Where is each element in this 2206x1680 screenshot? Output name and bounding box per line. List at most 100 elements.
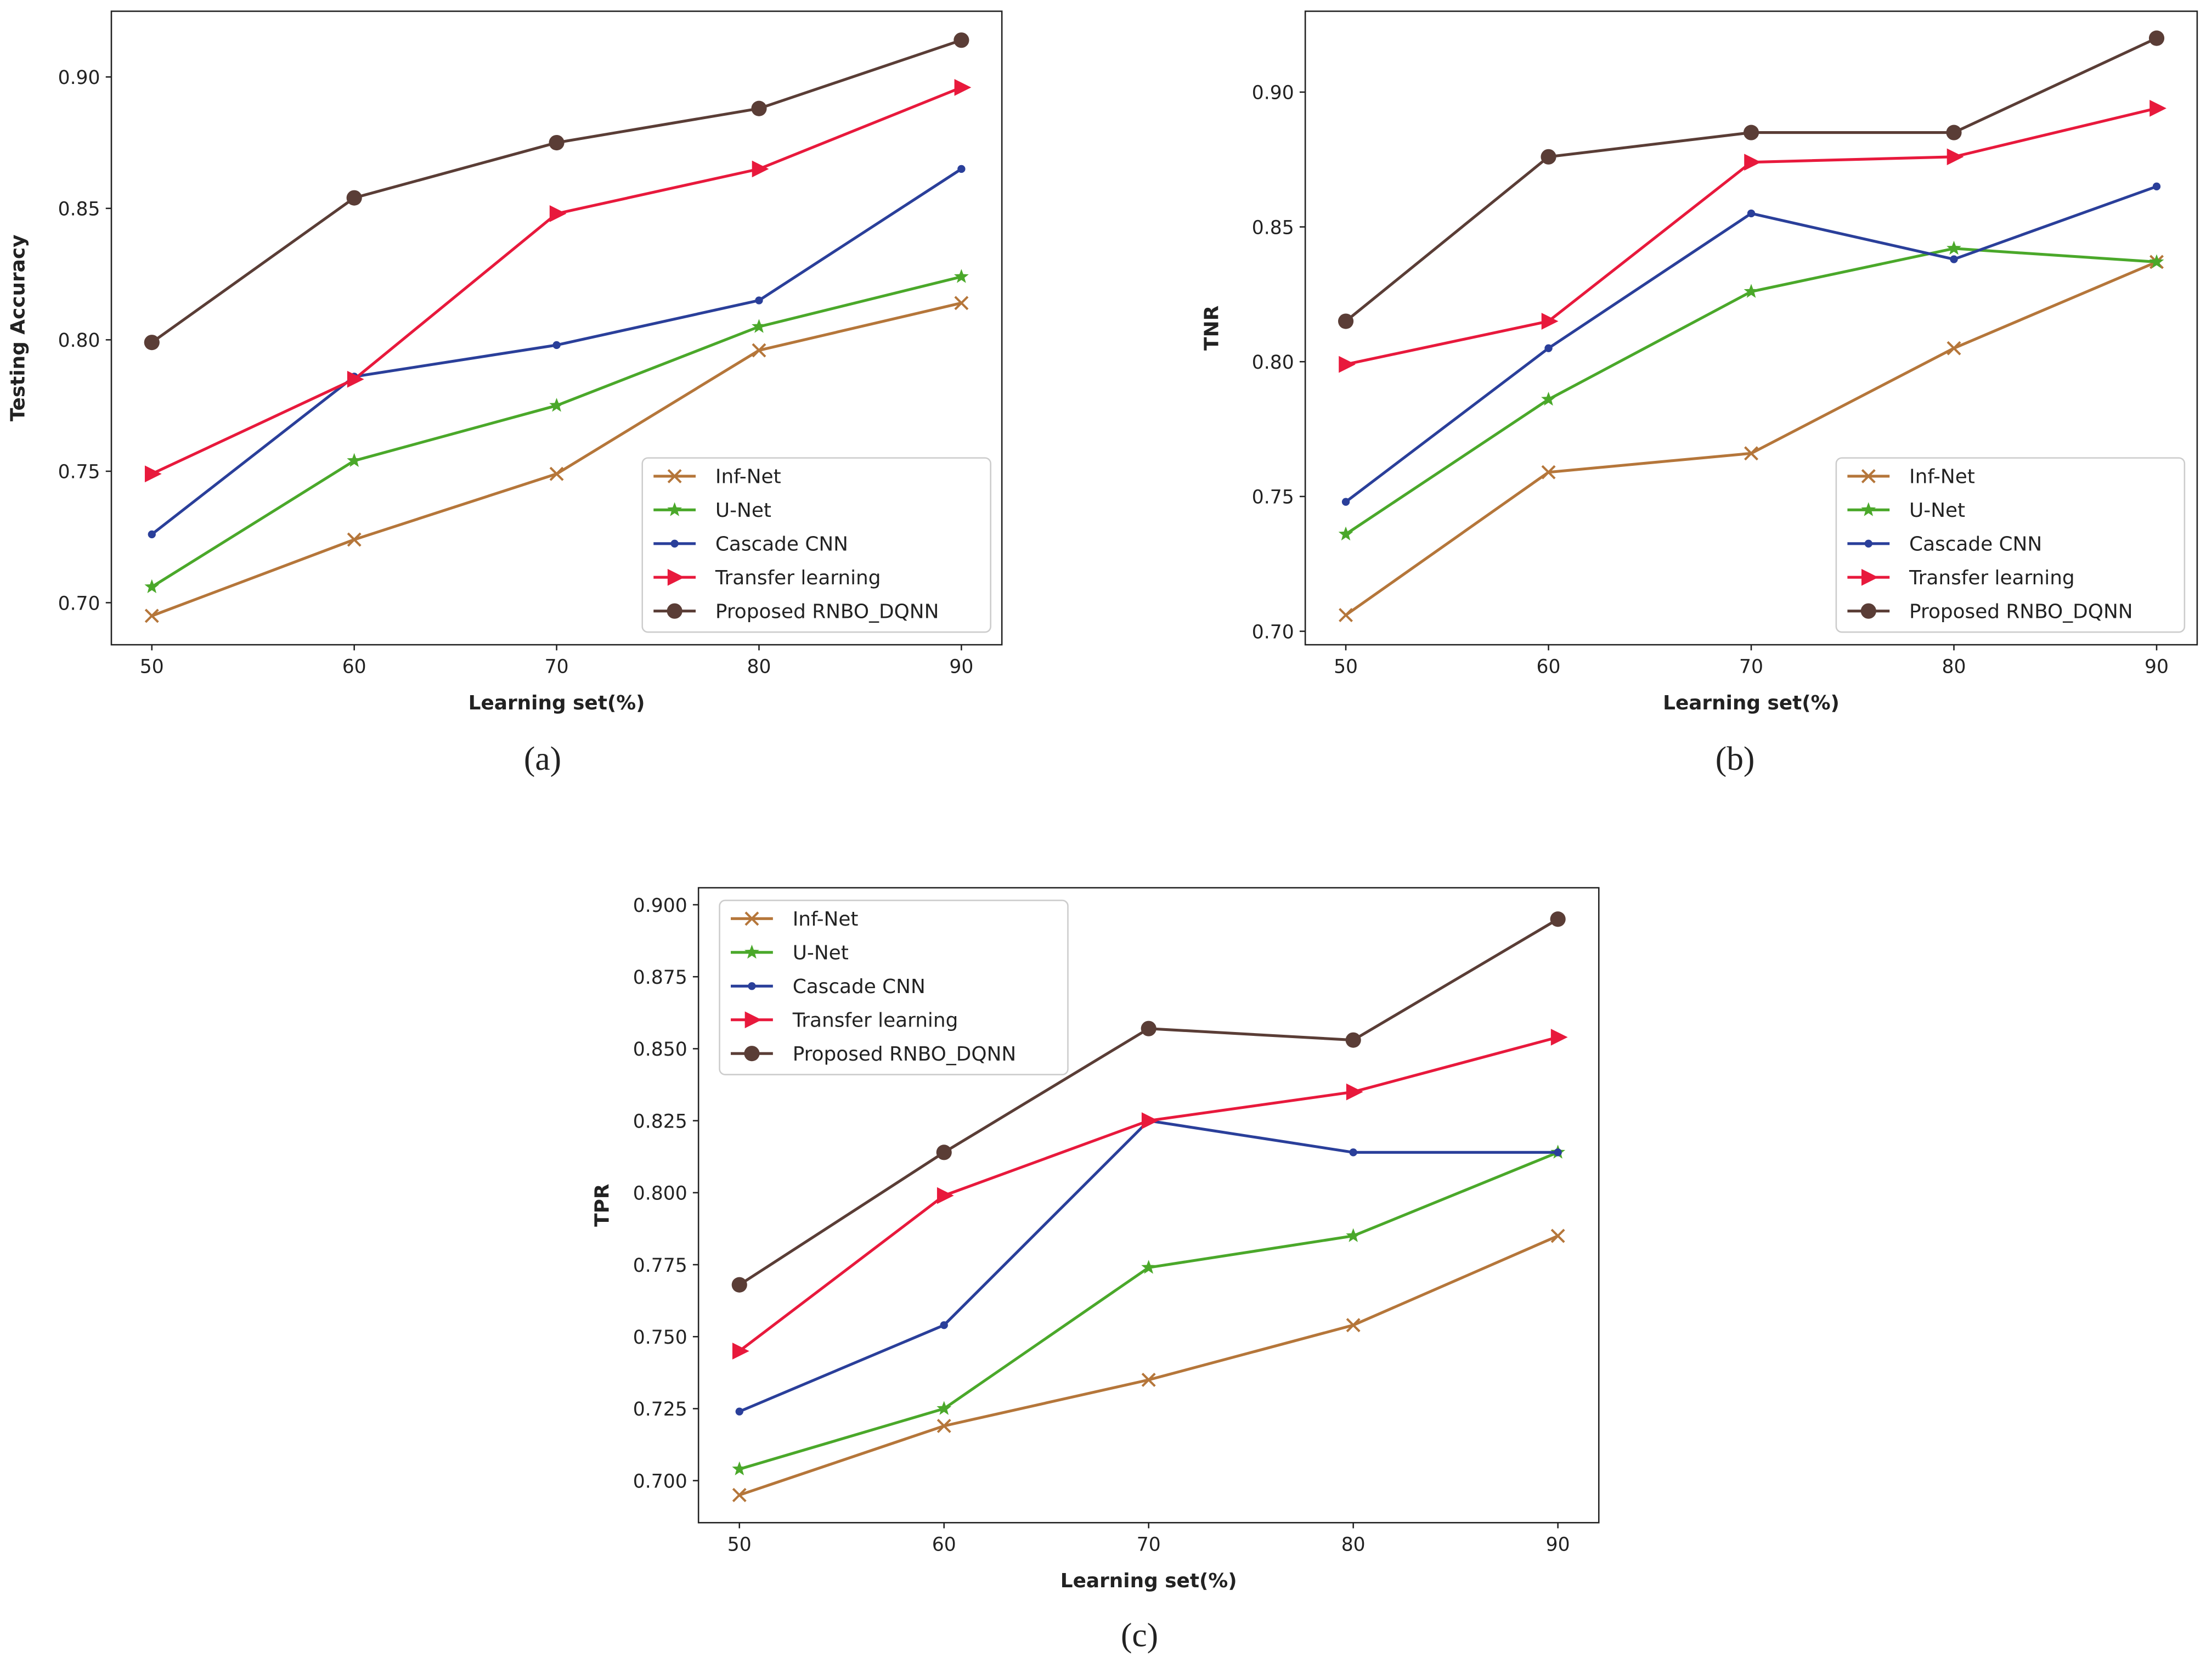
legend-marker [1861,502,1876,516]
data-point [1554,1148,1562,1157]
x-tick-label: 90 [949,656,973,678]
data-point [1339,356,1356,373]
y-tick-label: 0.850 [633,1039,687,1061]
data-point [1947,341,1961,356]
y-tick-label: 0.85 [58,199,100,221]
data-point [144,335,160,351]
data-point [1541,391,1556,406]
legend-marker [1861,469,1876,483]
series-transfer-learning [732,1029,1568,1360]
data-point [1550,1228,1565,1243]
data-point [347,370,364,388]
data-point [954,79,972,96]
data-point [1346,1083,1363,1101]
data-point [1141,1112,1159,1129]
chart-c: 50 60 70 80 90 0.700 0.725 0.750 0.775 0.800 0.825… [591,887,1600,1654]
data-point [751,100,767,116]
data-point [1141,1372,1156,1387]
legend-marker [1861,568,1878,586]
y-axis-label: Testing Accuracy [7,235,29,422]
data-point [549,398,564,412]
data-point [2148,30,2165,46]
y-tick-label: 0.75 [58,461,100,483]
data-point [731,1277,747,1293]
x-tick-label: 90 [1546,1534,1570,1555]
data-point [1339,608,1353,623]
series-line [1345,37,2158,323]
x-axis-label: Learning set(%) [1663,692,1840,714]
legend-label: Proposed RNBO_DQNN [1909,600,2133,623]
data-point [1338,526,1353,541]
series-line [151,38,962,344]
x-tick-label: 60 [342,656,366,678]
legend-marker [744,944,759,959]
data-point [752,160,769,178]
legend: Inf-Net U-Net Cascade CNN Transfer learning… [641,457,991,633]
data-point [1744,446,1759,461]
x-tick-label: 50 [1334,656,1358,678]
data-point [1141,1260,1156,1274]
data-point [1744,284,1759,298]
data-point [1950,255,1958,263]
legend-box [1835,457,2186,633]
data-point [144,608,159,623]
legend-label: Transfer learning [1909,567,2075,589]
series-line [1345,106,2157,366]
data-point [1550,1029,1568,1046]
data-point [144,465,162,483]
data-point [1544,344,1553,352]
legend-marker [667,502,682,516]
legend-marker [744,1011,762,1029]
legend-label: Proposed RNBO_DQNN [715,600,939,623]
legend-marker [1860,603,1876,619]
data-point [1349,1148,1357,1157]
data-point [549,134,565,151]
x-tick-label: 70 [1739,656,1763,678]
x-tick-label: 60 [932,1534,956,1555]
x-axis-label: Learning set(%) [469,692,645,714]
y-tick-label: 0.775 [633,1255,687,1277]
data-point [936,1187,954,1204]
data-point [936,1145,952,1160]
y-tick-label: 0.800 [633,1183,687,1205]
data-point [732,1461,747,1476]
legend: Inf-Net U-Net Cascade CNN Transfer learning… [719,899,1069,1075]
y-tick-label: 0.75 [1252,487,1294,509]
legend-box [719,899,1069,1075]
series-u-net [1338,240,2164,541]
legend: Inf-Net U-Net Cascade CNN Transfer learning… [1835,457,2186,633]
data-point [954,32,969,48]
data-point [954,269,969,283]
series-u-net [732,1145,1566,1476]
data-point [1947,148,1964,166]
y-axis-label: TPR [591,1184,613,1227]
data-point [549,466,564,481]
data-point [752,343,766,358]
chart-a: 50 60 70 80 90 0.70 0.75 0.80 0.85 0.90 Learning s… [7,10,1003,777]
x-tick-label: 80 [1942,656,1966,678]
data-point [752,319,766,333]
legend-box [641,457,991,633]
data-point [954,296,969,311]
data-point [347,453,362,467]
data-point [2149,100,2166,117]
y-tick-label: 0.750 [633,1327,687,1349]
data-point [1141,1021,1156,1036]
legend-marker [670,539,679,548]
series-cascade-cnn [1341,182,2161,506]
data-point [732,1343,749,1360]
legend-label: Inf-Net [1909,466,1975,488]
data-point [1946,125,1962,140]
y-tick-label: 0.70 [58,593,100,615]
legend-label: Cascade CNN [793,976,926,998]
legend-marker [667,469,682,483]
series-line [738,1035,1559,1352]
data-point [735,1407,743,1416]
series-proposed-rnbo-dqnn [144,32,969,351]
series-line [738,1234,1559,1497]
series-proposed-rnbo-dqnn [731,911,1566,1293]
data-point [144,579,160,594]
y-tick-label: 0.725 [633,1399,687,1420]
y-tick-label: 0.80 [58,330,100,352]
